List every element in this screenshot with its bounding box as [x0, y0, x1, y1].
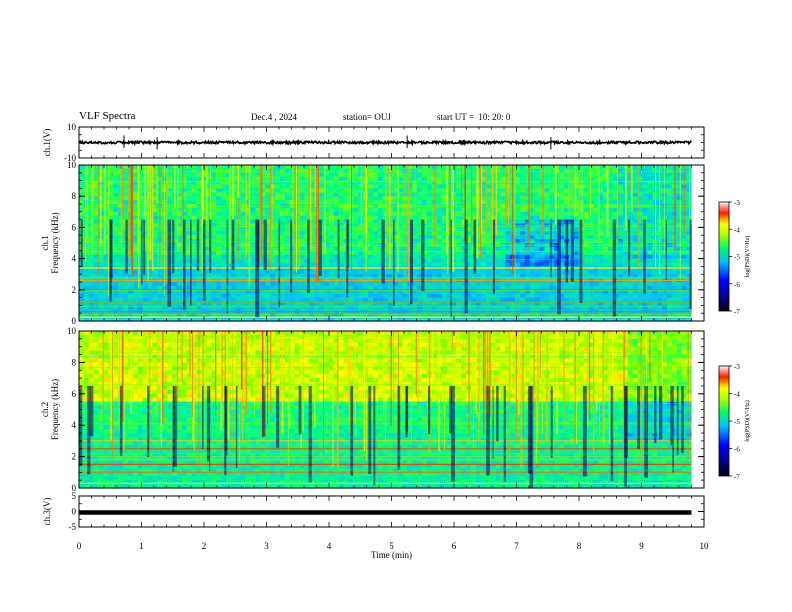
colorbar-tick-p1--6: -6 [734, 281, 740, 289]
ylabel-p2-1: Frequency (kHz) [50, 379, 60, 440]
ytick-label-p0--10: -10 [64, 153, 76, 163]
ytick-label-p2-8: 8 [72, 357, 77, 367]
ytick-label-p3-0: 0 [72, 507, 77, 517]
xtick-label-10: 10 [700, 541, 710, 551]
date-label: Dec.4 , 2024 [251, 112, 297, 122]
ylabel-p0-0: ch.1(V) [42, 129, 52, 157]
xtick-label-6: 6 [452, 541, 457, 551]
start-time-label: start UT = 10: 20: 0 [437, 112, 511, 122]
ytick-label-p1-4: 4 [72, 254, 77, 264]
ytick-label-p2-6: 6 [72, 389, 77, 399]
colorbar-tick-p1--4: -4 [734, 226, 740, 234]
ytick-label-p2-0: 0 [72, 483, 77, 493]
ch2-spectrogram-image [79, 330, 704, 489]
ylabel-p2-0: ch.2 [40, 402, 50, 417]
ytick-label-p0-10: 10 [67, 122, 77, 132]
ytick-label-p1-10: 10 [67, 160, 77, 170]
ylabel-p1-1: Frequency (kHz) [50, 212, 60, 273]
ylabel-p3-0: ch.3(V) [42, 498, 52, 526]
ylabel-p1-0: ch.1 [40, 235, 50, 250]
colorbar-label-p2: log(PSD)(V²/Hz) [744, 400, 751, 441]
colorbar-tick-p1--5: -5 [734, 254, 740, 262]
colorbar-tick-p2--5: -5 [734, 418, 740, 426]
colorbar-p2 [718, 365, 730, 477]
colorbar-tick-p2--4: -4 [734, 391, 740, 399]
xtick-label-1: 1 [139, 541, 144, 551]
ytick-label-p3--5: -5 [69, 522, 77, 532]
ytick-label-p1-0: 0 [72, 316, 77, 326]
colorbar-tick-p2--6: -6 [734, 446, 740, 454]
ytick-label-p1-2: 2 [72, 285, 77, 295]
xtick-label-0: 0 [77, 541, 82, 551]
colorbar-p1 [718, 201, 730, 312]
ytick-label-p1-8: 8 [72, 191, 77, 201]
colorbar-tick-p2--7: -7 [734, 473, 740, 481]
xtick-label-4: 4 [327, 541, 332, 551]
xaxis-label: Time (min) [371, 550, 412, 560]
xtick-label-7: 7 [514, 541, 519, 551]
xtick-label-9: 9 [639, 541, 644, 551]
colorbar-tick-p1--7: -7 [734, 308, 740, 316]
ytick-label-p1-6: 6 [72, 222, 77, 232]
xtick-label-2: 2 [202, 541, 207, 551]
station-label: station= OUJ [343, 112, 391, 122]
colorbar-tick-p2--3: -3 [734, 363, 740, 371]
ytick-label-p2-10: 10 [67, 326, 77, 336]
xtick-label-5: 5 [389, 541, 394, 551]
figure-title: VLF Spectra [79, 110, 136, 122]
xtick-label-8: 8 [577, 541, 582, 551]
colorbar-tick-p1--3: -3 [734, 199, 740, 207]
ch1-waveform-trace [78, 138, 693, 147]
colorbar-label-p1: log(PSD)(V²/Hz) [744, 236, 751, 277]
ytick-label-p2-4: 4 [72, 420, 77, 430]
ytick-label-p2-2: 2 [72, 452, 77, 462]
ch1-spectrogram-image [79, 165, 704, 322]
ytick-label-p3-5: 5 [72, 491, 77, 501]
xtick-label-3: 3 [264, 541, 269, 551]
